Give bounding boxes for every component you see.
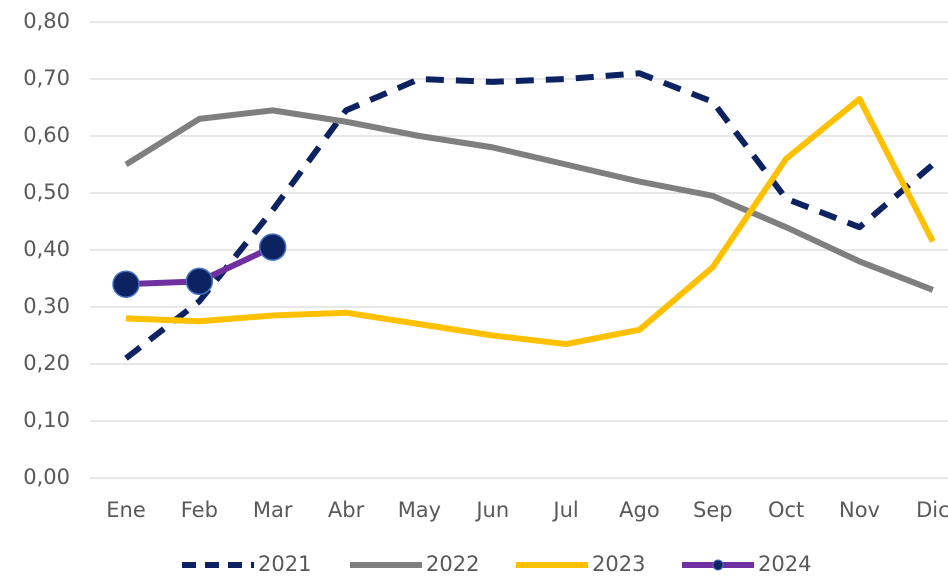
y-tick-label: 0,30 bbox=[23, 294, 70, 318]
y-tick-label: 0,50 bbox=[23, 180, 70, 204]
y-tick-label: 0,70 bbox=[23, 66, 70, 90]
x-tick-label: Feb bbox=[181, 498, 218, 522]
x-tick-label: May bbox=[398, 498, 441, 522]
x-tick-label: Dic bbox=[916, 498, 948, 522]
point-marker bbox=[258, 233, 287, 261]
legend-label: 2021 bbox=[258, 552, 311, 576]
x-tick-label: Jul bbox=[551, 498, 578, 522]
x-tick-label: Abr bbox=[328, 498, 365, 522]
x-tick-label: Oct bbox=[768, 498, 804, 522]
x-tick-label: Ene bbox=[106, 498, 146, 522]
x-tick-label: Sep bbox=[693, 498, 733, 522]
y-tick-label: 0,00 bbox=[23, 465, 70, 489]
series-line bbox=[125, 95, 936, 348]
y-tick-label: 0,20 bbox=[23, 351, 70, 375]
y-tick-label: 0,40 bbox=[23, 237, 70, 261]
x-tick-label: Ago bbox=[619, 498, 660, 522]
point-marker bbox=[185, 267, 214, 296]
legend-label: 2022 bbox=[426, 552, 479, 576]
x-tick-label: Mar bbox=[253, 498, 293, 522]
legend-label: 2024 bbox=[758, 552, 811, 576]
x-tick-label: Jun bbox=[474, 498, 509, 522]
y-tick-label: 0,80 bbox=[23, 9, 70, 33]
series-line bbox=[124, 107, 934, 293]
y-tick-label: 0,10 bbox=[23, 408, 70, 432]
legend-marker bbox=[712, 559, 724, 571]
point-marker bbox=[112, 270, 140, 298]
x-tick-label: Nov bbox=[839, 498, 880, 522]
series-line bbox=[124, 70, 935, 361]
y-tick-label: 0,60 bbox=[23, 123, 70, 147]
legend-label: 2023 bbox=[592, 552, 645, 576]
